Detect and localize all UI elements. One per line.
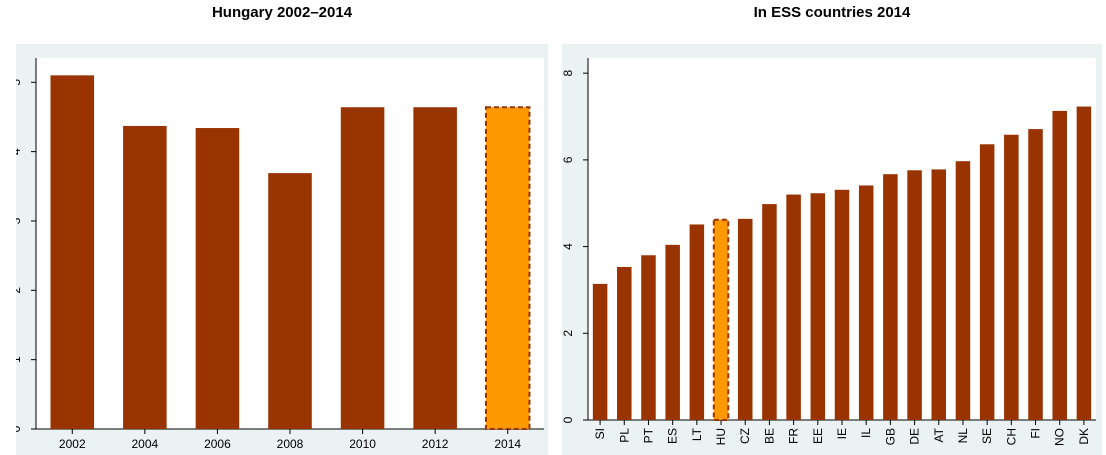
bar — [762, 204, 777, 420]
x-tick-label: 2008 — [277, 437, 304, 451]
chart-panel-ess: 0 2 4 6 8 SI PL PT ES LT HU CZ BE FR EE IE IL GB DE AT NL SE C… — [562, 44, 1102, 455]
x-tick-label: 2010 — [349, 437, 376, 451]
bar — [641, 255, 656, 420]
x-tick-label: FI — [1029, 428, 1043, 439]
y-tick-label: 6 — [562, 156, 575, 163]
x-tick-label: 2002 — [59, 437, 86, 451]
y-tick-label: 3 — [16, 217, 23, 224]
x-tick-label: HU — [714, 428, 728, 445]
bar — [1028, 129, 1043, 420]
y-tick-label: 4 — [562, 243, 575, 250]
bar — [810, 193, 826, 420]
bar-chart-ess: 0 2 4 6 8 SI PL PT ES LT HU CZ BE FR EE IE IL GB DE AT NL SE C… — [562, 58, 1096, 446]
bar — [786, 194, 801, 420]
y-tick-label: 0 — [16, 425, 23, 432]
x-tick-label: DK — [1077, 428, 1091, 445]
bar — [123, 125, 167, 430]
y-tick-label: 2 — [562, 330, 575, 337]
x-tick-label: BE — [762, 428, 776, 444]
y-tick-label: 1 — [16, 356, 23, 363]
x-tick-label: SI — [593, 428, 607, 439]
bar-highlighted — [484, 106, 531, 431]
chart-panel-hungary: 0 1 2 3 4 5 2002 2004 2006 2008 2010 2012 2014 — [16, 44, 548, 455]
x-tick-label: IE — [835, 428, 849, 439]
x-tick-label: EE — [811, 428, 825, 444]
y-tick-label: 8 — [562, 70, 575, 77]
bar — [858, 185, 874, 420]
x-tick-label: CZ — [738, 428, 752, 444]
y-tick-label: 4 — [16, 148, 23, 155]
bar — [883, 174, 898, 420]
x-tick-label: ES — [666, 428, 680, 444]
x-tick-label: 2006 — [204, 437, 231, 451]
bar — [592, 283, 608, 420]
x-tick-label: 2004 — [132, 437, 159, 451]
bar — [413, 107, 457, 429]
x-tick-label: 2012 — [422, 437, 449, 451]
bar — [689, 224, 705, 420]
x-tick-label: LT — [690, 427, 704, 441]
chart-title-hungary: Hungary 2002–2014 — [211, 4, 353, 21]
bar — [955, 161, 971, 420]
x-tick-label: 2014 — [494, 437, 521, 451]
bar — [907, 170, 922, 420]
y-tick-label: 0 — [562, 416, 575, 423]
bar — [931, 169, 947, 420]
bar — [268, 173, 312, 429]
bar — [834, 189, 850, 420]
x-tick-label: IL — [859, 428, 873, 438]
bar — [737, 218, 753, 420]
y-tick-label: 5 — [16, 79, 23, 86]
bar — [1004, 134, 1019, 420]
bar-chart-hungary: 0 1 2 3 4 5 2002 2004 2006 2008 2010 2012 2014 — [16, 58, 544, 451]
bar — [665, 244, 680, 420]
bar — [1052, 110, 1067, 420]
x-tick-label: NO — [1053, 428, 1067, 446]
x-tick-label: PT — [641, 427, 655, 443]
bar — [50, 75, 95, 429]
x-tick-label: SE — [980, 428, 994, 444]
x-tick-label: FR — [787, 428, 801, 444]
x-tick-label: AT — [932, 427, 946, 442]
x-tick-label: NL — [956, 428, 970, 444]
chart-title-ess: In ESS countries 2014 — [753, 4, 911, 21]
bar-highlighted — [712, 218, 730, 421]
y-tick-label: 2 — [16, 287, 23, 294]
bar — [340, 107, 385, 429]
bar — [195, 128, 240, 429]
bar — [617, 266, 632, 420]
bar — [979, 144, 995, 420]
x-tick-label: CH — [1004, 428, 1018, 445]
x-tick-label: DE — [908, 428, 922, 445]
bar — [1076, 106, 1092, 420]
x-tick-label: GB — [883, 428, 897, 445]
x-tick-label: PL — [617, 428, 631, 443]
